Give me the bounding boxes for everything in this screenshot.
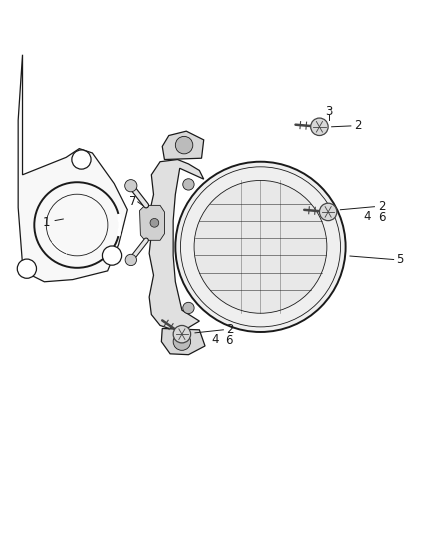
Polygon shape bbox=[161, 328, 205, 354]
Circle shape bbox=[175, 161, 346, 332]
Circle shape bbox=[125, 180, 137, 192]
Text: 4: 4 bbox=[211, 333, 219, 346]
Text: 3: 3 bbox=[325, 105, 333, 118]
Text: 2: 2 bbox=[226, 324, 233, 336]
Text: 5: 5 bbox=[396, 254, 404, 266]
Circle shape bbox=[173, 333, 191, 350]
Text: 1: 1 bbox=[43, 216, 50, 229]
Circle shape bbox=[72, 150, 91, 169]
Circle shape bbox=[183, 179, 194, 190]
Circle shape bbox=[173, 326, 191, 343]
Circle shape bbox=[17, 259, 36, 278]
Text: 4: 4 bbox=[364, 210, 371, 223]
Circle shape bbox=[125, 254, 137, 265]
Circle shape bbox=[150, 219, 159, 227]
Text: 2: 2 bbox=[354, 119, 362, 132]
Polygon shape bbox=[162, 131, 204, 159]
Circle shape bbox=[319, 203, 337, 221]
Circle shape bbox=[175, 136, 193, 154]
Circle shape bbox=[194, 181, 327, 313]
Polygon shape bbox=[18, 55, 127, 282]
Polygon shape bbox=[140, 205, 164, 240]
Text: 7: 7 bbox=[129, 196, 137, 208]
Text: 2: 2 bbox=[378, 200, 385, 213]
Circle shape bbox=[102, 246, 122, 265]
Polygon shape bbox=[149, 159, 204, 330]
Circle shape bbox=[183, 302, 194, 313]
Circle shape bbox=[311, 118, 328, 135]
Text: 6: 6 bbox=[225, 334, 232, 347]
Text: 6: 6 bbox=[378, 211, 385, 224]
